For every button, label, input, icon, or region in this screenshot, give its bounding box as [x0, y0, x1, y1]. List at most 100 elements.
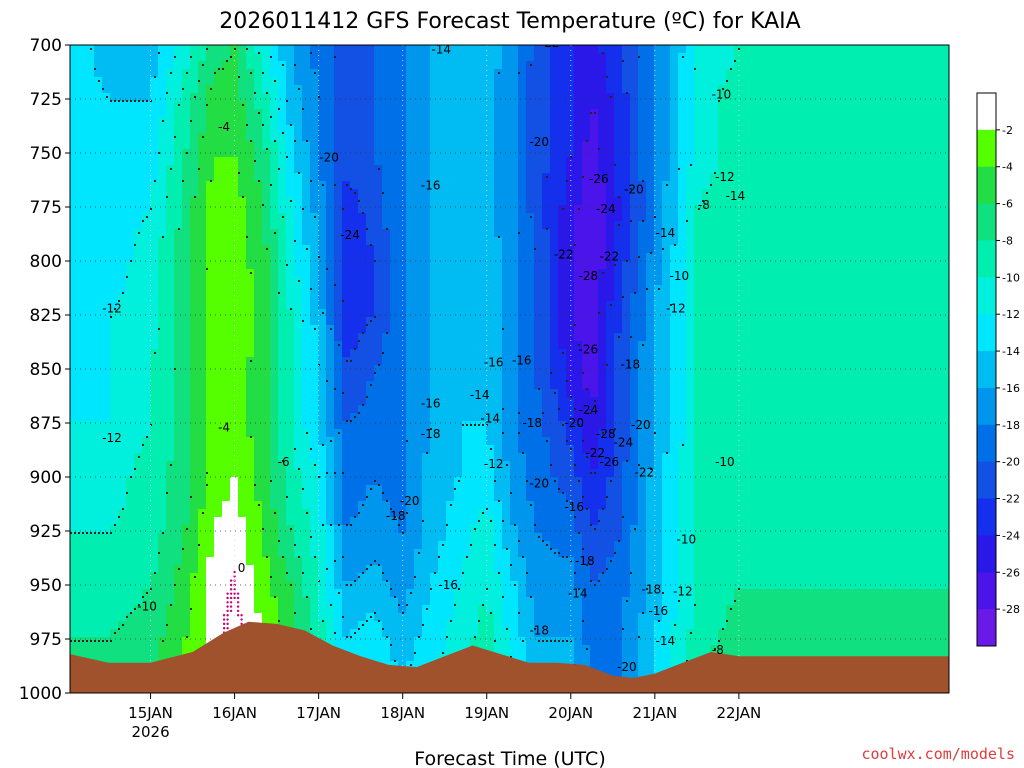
temperature-cell [190, 333, 199, 342]
temperature-cell [286, 85, 295, 94]
temperature-cell [470, 309, 479, 318]
temperature-cell [454, 405, 463, 414]
temperature-cell [166, 525, 175, 534]
temperature-cell [70, 573, 79, 582]
temperature-cell [374, 541, 383, 550]
temperature-cell [206, 405, 215, 414]
temperature-cell [422, 165, 431, 174]
temperature-cell [302, 333, 311, 342]
temperature-cell [86, 69, 95, 78]
temperature-cell [510, 133, 519, 142]
temperature-cell [382, 197, 391, 206]
temperature-cell [470, 301, 479, 310]
temperature-cell [278, 69, 287, 78]
temperature-cell [430, 349, 439, 358]
temperature-cell [454, 333, 463, 342]
temperature-cell [534, 61, 543, 70]
temperature-cell [206, 453, 215, 462]
temperature-cell [102, 237, 111, 246]
temperature-cell [198, 637, 207, 646]
temperature-cell [350, 405, 359, 414]
temperature-cell [382, 245, 391, 254]
temperature-cell [214, 373, 223, 382]
temperature-cell [166, 157, 175, 166]
temperature-cell [390, 597, 399, 606]
temperature-cell [190, 493, 199, 502]
temperature-cell [278, 125, 287, 134]
temperature-cell [102, 621, 111, 630]
temperature-cell [462, 613, 471, 622]
temperature-cell [558, 309, 567, 318]
temperature-cell [422, 453, 431, 462]
temperature-cell [190, 165, 199, 174]
temperature-cell [254, 125, 263, 134]
temperature-cell [182, 261, 191, 270]
temperature-cell [358, 77, 367, 86]
temperature-cell [182, 157, 191, 166]
temperature-cell [534, 181, 543, 190]
temperature-cell [206, 125, 215, 134]
temperature-cell [430, 229, 439, 238]
temperature-cell [222, 429, 231, 438]
temperature-cell [182, 181, 191, 190]
temperature-cell [246, 277, 255, 286]
temperature-cell [534, 613, 543, 622]
temperature-cell [326, 237, 335, 246]
temperature-cell [142, 397, 151, 406]
temperature-cell [182, 645, 191, 654]
temperature-cell [86, 125, 95, 134]
temperature-cell [238, 349, 247, 358]
temperature-cell [94, 421, 103, 430]
temperature-cell [470, 45, 479, 54]
temperature-cell [446, 437, 455, 446]
temperature-cell [534, 69, 543, 78]
temperature-cell [526, 181, 535, 190]
temperature-cell [406, 205, 415, 214]
temperature-cell [102, 597, 111, 606]
temperature-cell [326, 501, 335, 510]
temperature-cell [366, 405, 375, 414]
temperature-cell [358, 461, 367, 470]
temperature-cell [542, 245, 551, 254]
temperature-cell [382, 261, 391, 270]
temperature-cell [374, 549, 383, 558]
temperature-cell [342, 621, 351, 630]
temperature-cell [382, 509, 391, 518]
temperature-cell [206, 525, 215, 534]
temperature-cell [110, 333, 119, 342]
temperature-cell [182, 213, 191, 222]
temperature-cell [342, 125, 351, 134]
temperature-cell [142, 605, 151, 614]
temperature-cell [150, 405, 159, 414]
temperature-cell [486, 85, 495, 94]
temperature-cell [334, 309, 343, 318]
temperature-cell [350, 357, 359, 366]
temperature-cell [190, 213, 199, 222]
temperature-cell [526, 285, 535, 294]
temperature-cell [326, 101, 335, 110]
temperature-cell [414, 421, 423, 430]
temperature-cell [350, 109, 359, 118]
temperature-cell [134, 309, 143, 318]
temperature-cell [558, 45, 567, 54]
temperature-cell [486, 117, 495, 126]
temperature-cell [374, 149, 383, 158]
temperature-cell [86, 197, 95, 206]
temperature-cell [414, 301, 423, 310]
temperature-cell [86, 213, 95, 222]
temperature-cell [318, 293, 327, 302]
temperature-cell [222, 325, 231, 334]
temperature-cell [118, 501, 127, 510]
temperature-cell [174, 245, 183, 254]
temperature-cell [446, 85, 455, 94]
temperature-cell [134, 501, 143, 510]
temperature-cell [110, 69, 119, 78]
temperature-cell [214, 397, 223, 406]
temperature-cell [150, 205, 159, 214]
temperature-cell [86, 405, 95, 414]
temperature-cell [158, 413, 167, 422]
temperature-cell [166, 469, 175, 478]
temperature-cell [246, 485, 255, 494]
temperature-cell [230, 405, 239, 414]
temperature-cell [110, 165, 119, 174]
